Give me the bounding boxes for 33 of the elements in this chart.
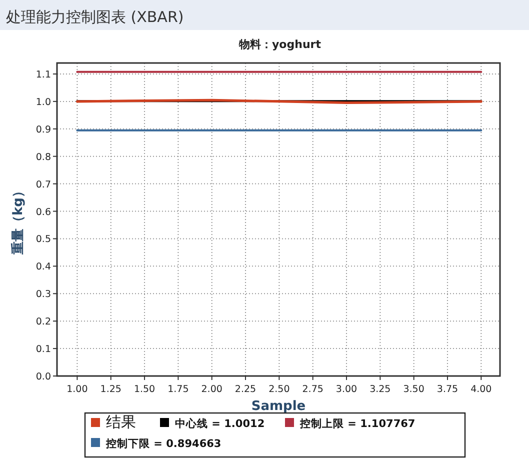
chart-title: 处理能力控制图表 (XBAR): [6, 8, 184, 26]
y-tick-label: 0.0: [36, 372, 51, 382]
y-tick-label: 1.1: [36, 69, 51, 80]
x-tick-label: 1.75: [168, 384, 189, 395]
y-tick-label: 0.9: [36, 124, 51, 136]
legend-label: 结果: [106, 413, 136, 431]
x-tick-label: 3.25: [370, 384, 391, 395]
y-tick-label: 0.5: [36, 234, 51, 246]
y-tick-label: 1.0: [36, 96, 51, 108]
x-tick-label: 1.25: [100, 384, 122, 395]
y-tick-label: 0.2: [36, 316, 51, 328]
x-tick-label: 1.50: [134, 384, 156, 395]
y-tick-label: 0.1: [36, 344, 51, 356]
legend-label: 中心线 = 1.0012: [175, 417, 265, 430]
y-tick-label: 0.7: [36, 179, 51, 190]
y-axis-title: 重量（kg）: [10, 184, 26, 256]
x-tick-label: 3.00: [336, 384, 358, 395]
y-tick-label: 0.3: [36, 289, 51, 300]
x-tick-label: 3.75: [436, 384, 458, 395]
x-tick-label: 2.25: [234, 384, 256, 395]
x-tick-label: 3.50: [403, 384, 424, 395]
y-tick-label: 0.4: [36, 262, 51, 273]
x-tick-label: 1.00: [66, 384, 88, 395]
chart-subtitle: 物料：yoghurt: [238, 38, 321, 51]
legend-label: 控制下限 = 0.894663: [105, 437, 222, 450]
x-tick-label: 2.00: [201, 384, 222, 395]
x-tick-label: 4.00: [470, 384, 492, 395]
x-tick-label: 2.50: [268, 384, 290, 395]
y-tick-label: 0.6: [36, 206, 51, 218]
legend-label: 控制上限 = 1.107767: [299, 417, 416, 430]
x-axis-title: Sample: [251, 399, 306, 414]
x-tick-label: 2.75: [302, 384, 324, 395]
y-tick-label: 0.8: [36, 152, 51, 163]
